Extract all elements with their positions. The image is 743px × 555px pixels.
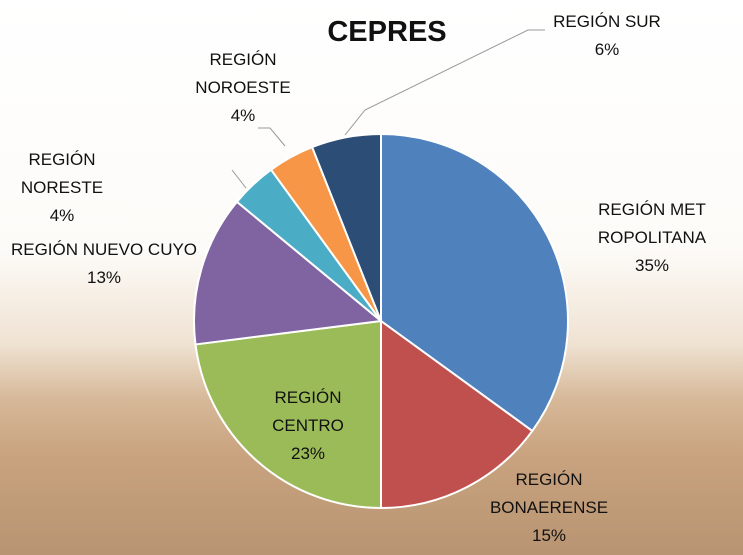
percent-label: 13% (86, 268, 122, 287)
leader-line (231, 169, 247, 189)
percent-label: 15% (531, 526, 567, 545)
leader-line (258, 127, 286, 147)
category-label: REGIÓN CENTRO (272, 388, 344, 435)
category-label: REGIÓN SUR (553, 12, 661, 31)
slice-label: REGIÓN BONAERENSE 15% (479, 466, 619, 550)
slice-label: REGIÓN NORESTE 4% (2, 146, 122, 230)
slice-label: REGIÓN CENTRO 23% (248, 384, 368, 468)
slice-label: REGIÓN NUEVO CUYO 13% (9, 236, 199, 292)
slice-label: REGIÓN NOROESTE 4% (183, 46, 303, 130)
category-label: REGIÓN NORESTE (20, 150, 104, 197)
pie-slice (310, 132, 382, 322)
slice-label: REGIÓN METROPOLITANA 35% (595, 196, 710, 280)
category-label: REGIÓN BONAERENSE (489, 470, 609, 517)
percent-label: 4% (49, 206, 75, 225)
category-label: REGIÓN NOROESTE (195, 50, 291, 97)
percent-label: 4% (230, 106, 256, 125)
percent-label: 35% (634, 256, 670, 275)
pie-slice (380, 132, 569, 433)
pie-slice (193, 200, 384, 346)
percent-label: 6% (594, 40, 620, 59)
pie-slice (194, 319, 382, 510)
slice-label: REGIÓN SUR 6% (542, 8, 672, 64)
chart-title: CEPRES (327, 16, 447, 48)
pie-slice (380, 319, 534, 510)
percent-label: 23% (290, 444, 326, 463)
category-label: REGIÓN METROPOLITANA (597, 200, 707, 247)
category-label: REGIÓN NUEVO CUYO (10, 240, 198, 259)
leader-line (344, 29, 545, 136)
